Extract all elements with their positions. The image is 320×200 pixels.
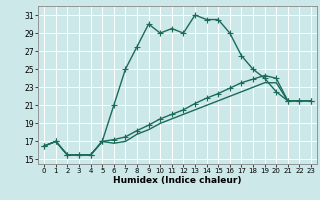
X-axis label: Humidex (Indice chaleur): Humidex (Indice chaleur) <box>113 176 242 185</box>
